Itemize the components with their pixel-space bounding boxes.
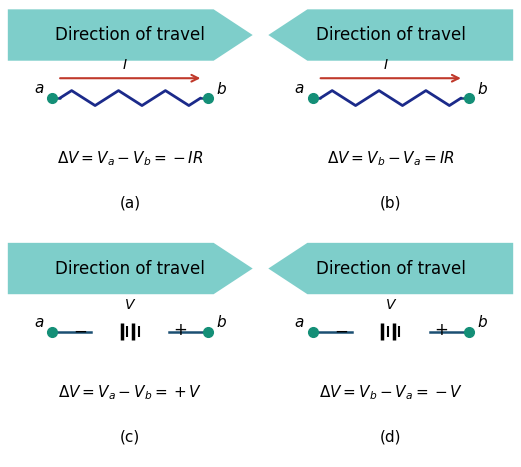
Text: $b$: $b$ [216, 314, 227, 330]
Text: $a$: $a$ [34, 81, 44, 96]
Text: $\Delta V = V_b - V_a = -V$: $\Delta V = V_b - V_a = -V$ [319, 383, 463, 402]
Text: $-$: $-$ [73, 321, 87, 340]
Text: $\Delta V = V_b - V_a = IR$: $\Delta V = V_b - V_a = IR$ [327, 149, 455, 168]
Text: $\Delta V = V_a - V_b = +V$: $\Delta V = V_a - V_b = +V$ [58, 383, 202, 402]
Text: $+$: $+$ [173, 321, 188, 340]
Text: $a$: $a$ [294, 315, 305, 330]
Text: Direction of travel: Direction of travel [316, 26, 466, 44]
Text: Direction of travel: Direction of travel [55, 260, 205, 277]
Text: $V$: $V$ [124, 298, 137, 312]
Text: $-$: $-$ [333, 321, 348, 340]
Text: (a): (a) [120, 196, 141, 211]
Text: (c): (c) [120, 429, 140, 444]
Text: $I$: $I$ [383, 58, 388, 72]
Text: (d): (d) [380, 429, 402, 444]
Text: $a$: $a$ [294, 81, 305, 96]
Text: $a$: $a$ [34, 315, 44, 330]
Text: $V$: $V$ [384, 298, 397, 312]
Text: $\Delta V = V_a - V_b = -IR$: $\Delta V = V_a - V_b = -IR$ [57, 149, 204, 168]
Text: Direction of travel: Direction of travel [316, 260, 466, 277]
Text: $b$: $b$ [477, 81, 488, 97]
Text: (b): (b) [380, 196, 402, 211]
Polygon shape [8, 243, 253, 294]
Text: $b$: $b$ [477, 314, 488, 330]
Text: $+$: $+$ [433, 321, 448, 340]
Text: Direction of travel: Direction of travel [55, 26, 205, 44]
Text: $I$: $I$ [122, 58, 128, 72]
Polygon shape [268, 9, 513, 61]
Text: $b$: $b$ [216, 81, 227, 97]
Polygon shape [268, 243, 513, 294]
Polygon shape [8, 9, 253, 61]
